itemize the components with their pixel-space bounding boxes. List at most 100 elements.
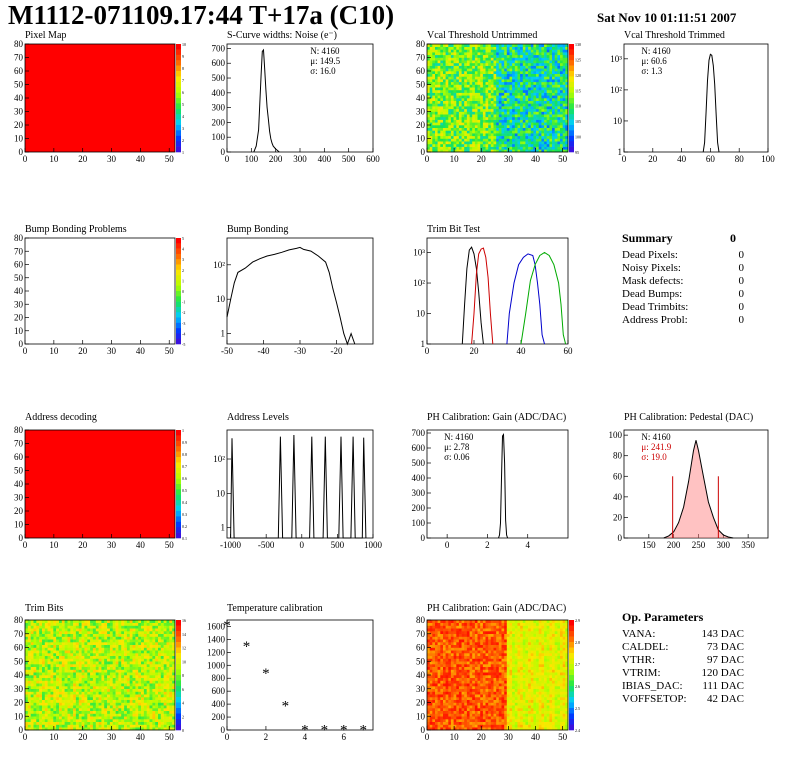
- heatmap-cell: [498, 135, 502, 139]
- colorbar-segment: [176, 478, 181, 485]
- heatmap-cell: [453, 65, 457, 69]
- panel-title: PH Calibration: Gain (ADC/DAC): [427, 412, 566, 423]
- heatmap-cell: [44, 688, 48, 692]
- heatmap-cell: [528, 143, 532, 147]
- heatmap-cell: [560, 141, 563, 145]
- x-tick-label: 20: [477, 154, 487, 164]
- heatmap-cell: [464, 54, 468, 58]
- heatmap-cell: [87, 713, 91, 717]
- heatmap-cell: [129, 713, 133, 717]
- heatmap-cell: [135, 708, 139, 711]
- heatmap-cell: [39, 650, 43, 654]
- heatmap-cell: [30, 631, 34, 634]
- heatmap-cell: [39, 688, 43, 692]
- heatmap-cell: [160, 716, 164, 720]
- heatmap-cell: [30, 724, 34, 728]
- heatmap-cell: [427, 658, 430, 662]
- panel-title: Address decoding: [25, 412, 97, 423]
- heatmap-cell: [435, 95, 438, 99]
- heatmap-cell: [456, 119, 460, 123]
- heatmap-cell: [448, 84, 452, 88]
- heatmap-cell: [458, 84, 462, 88]
- heatmap-cell: [166, 647, 170, 651]
- heatmap-cell: [36, 633, 40, 637]
- heatmap-cell: [552, 149, 555, 153]
- heatmap-cell: [135, 633, 139, 637]
- heatmap-cell: [25, 699, 29, 703]
- heatmap-cell: [522, 62, 526, 66]
- heatmap-cell: [44, 644, 48, 648]
- heatmap-cell: [112, 644, 116, 648]
- heatmap-cell: [59, 705, 63, 709]
- heatmap-cell: [33, 721, 37, 725]
- heatmap-cell: [514, 141, 518, 145]
- heatmap-cell: [437, 89, 441, 93]
- heatmap-cell: [458, 116, 462, 120]
- heatmap-cell: [541, 143, 545, 147]
- heatmap-cell: [172, 710, 176, 714]
- heatmap-cell: [514, 54, 518, 58]
- heatmap-cell: [440, 79, 444, 83]
- heatmap-cell: [90, 683, 94, 687]
- heatmap-cell: [59, 675, 63, 678]
- heatmap-cell: [126, 642, 130, 645]
- heatmap-cell: [169, 664, 173, 667]
- heatmap-cell: [169, 708, 173, 711]
- heatmap-cell: [429, 73, 433, 77]
- heatmap-cell: [132, 691, 136, 695]
- heatmap-cell: [25, 710, 29, 714]
- heatmap-cell: [437, 103, 441, 107]
- heatmap-cell: [533, 44, 537, 47]
- heatmap-cell: [437, 92, 441, 96]
- heatmap-cell: [485, 98, 489, 101]
- heatmap-cell: [98, 644, 102, 648]
- heatmap-cell: [506, 127, 510, 131]
- heatmap-cell: [112, 686, 116, 689]
- heatmap-cell: [109, 642, 113, 645]
- heatmap-cell: [50, 710, 54, 714]
- heatmap-cell: [562, 89, 566, 93]
- heatmap-cell: [437, 122, 441, 126]
- heatmap-cell: [544, 92, 548, 96]
- heatmap-cell: [501, 100, 505, 104]
- heatmap-cell: [440, 710, 444, 714]
- heatmap-cell: [92, 633, 96, 637]
- heatmap-cell: [429, 661, 433, 665]
- heatmap-cell: [496, 127, 500, 131]
- heatmap-cell: [158, 622, 162, 626]
- heatmap-cell: [506, 92, 510, 96]
- heatmap-cell: [87, 633, 91, 637]
- heatmap-cell: [104, 716, 108, 720]
- heatmap-cell: [56, 655, 60, 659]
- heatmap-cell: [493, 141, 497, 145]
- heatmap-cell: [95, 705, 99, 709]
- heatmap-cell: [42, 631, 46, 634]
- heatmap-cell: [440, 119, 444, 123]
- heatmap-cell: [172, 653, 176, 656]
- heatmap-cell: [458, 95, 462, 99]
- heatmap-cell: [67, 650, 71, 654]
- heatmap-cell: [25, 653, 29, 656]
- heatmap-cell: [485, 127, 489, 131]
- heatmap-cell: [541, 54, 545, 58]
- heatmap-cell: [506, 44, 510, 47]
- heatmap-cell: [36, 691, 40, 695]
- heatmap-cell: [549, 95, 553, 99]
- heatmap-cell: [469, 138, 473, 142]
- heatmap-cell: [472, 143, 476, 147]
- heatmap-cell: [472, 108, 476, 112]
- heatmap-cell: [560, 95, 563, 99]
- heatmap-cell: [450, 135, 454, 139]
- heatmap-cell: [517, 138, 521, 142]
- heatmap-cell: [445, 65, 449, 69]
- heatmap-cell: [158, 628, 162, 632]
- heatmap-cell: [488, 98, 492, 101]
- heatmap-cell: [90, 702, 94, 706]
- heatmap-cell: [464, 57, 468, 61]
- heatmap-cell: [437, 710, 441, 714]
- heatmap-cell: [47, 694, 51, 698]
- heatmap-cell: [437, 125, 441, 128]
- heatmap-cell: [118, 713, 122, 717]
- heatmap-cell: [141, 631, 145, 634]
- heatmap-cell: [36, 716, 40, 720]
